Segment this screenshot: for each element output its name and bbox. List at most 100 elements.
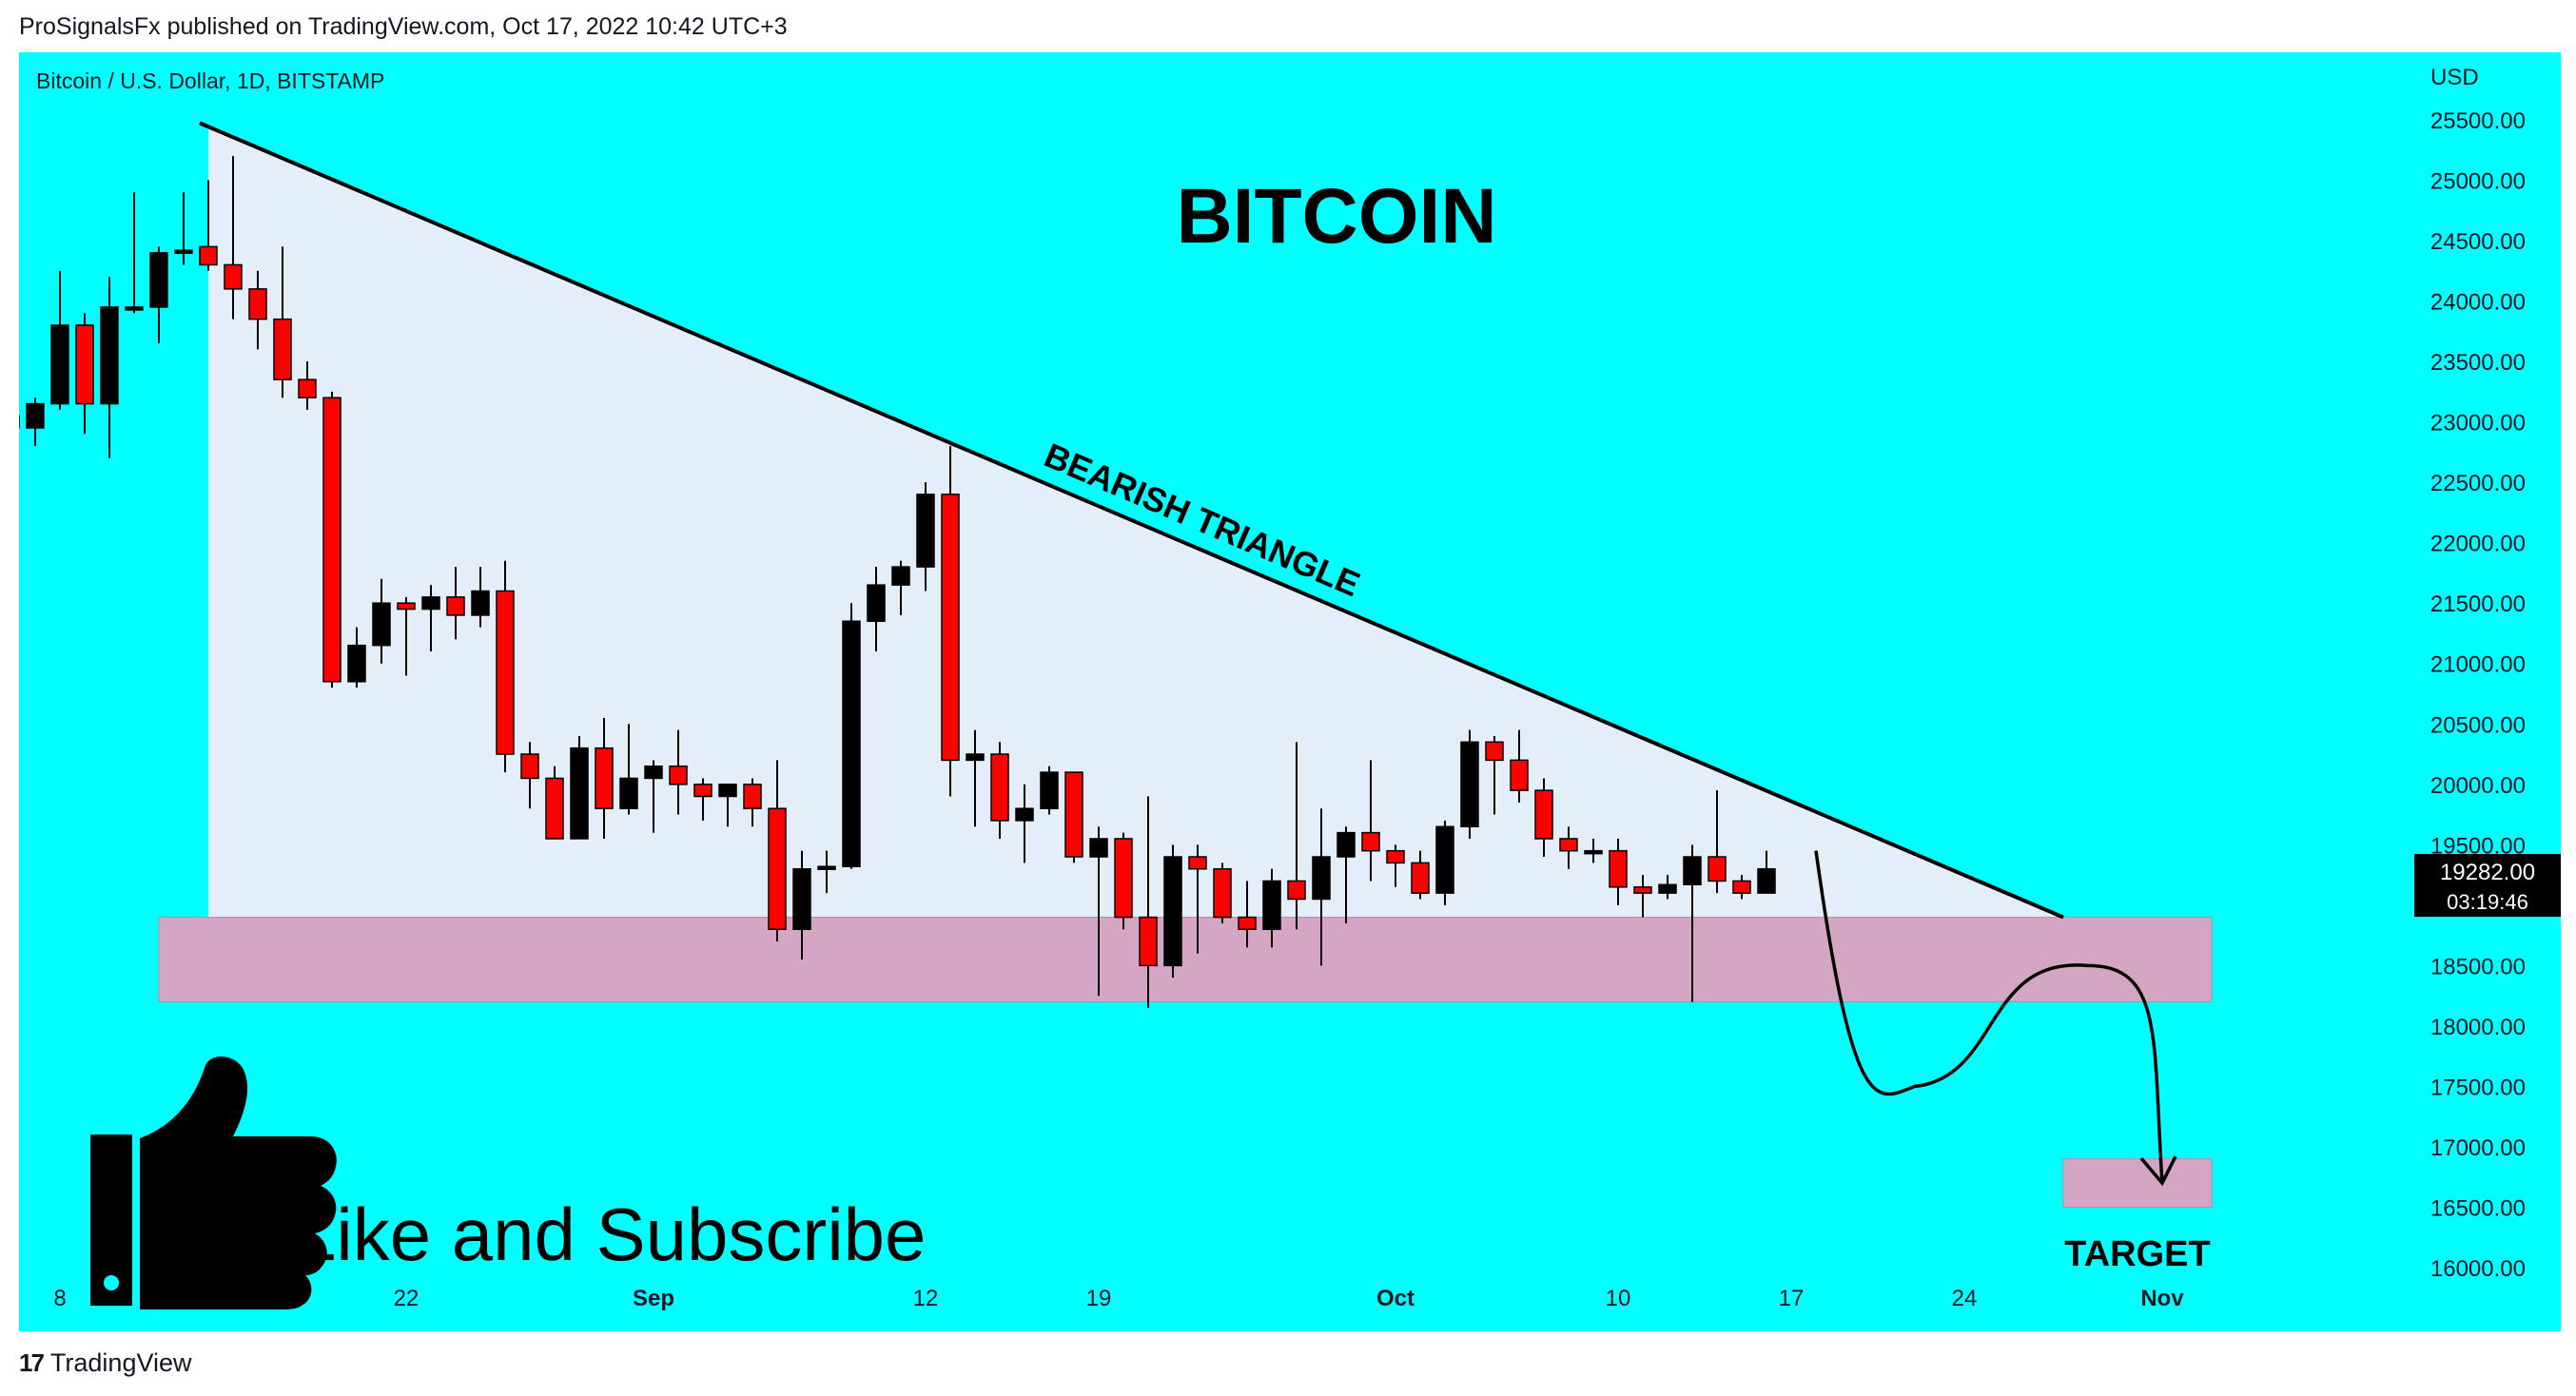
candle-body[interactable]	[693, 784, 712, 798]
candle-body[interactable]	[1139, 916, 1158, 967]
candle-body[interactable]	[842, 620, 861, 867]
candle-body[interactable]	[1708, 856, 1727, 882]
candle-body[interactable]	[1485, 741, 1504, 762]
y-axis-tick-label: 23500.00	[2430, 350, 2526, 376]
thumbs-up-icon[interactable]	[90, 1057, 337, 1309]
candle-body[interactable]	[1361, 831, 1380, 852]
candle-body[interactable]	[990, 753, 1009, 822]
candle-body[interactable]	[199, 245, 218, 266]
candle-body[interactable]	[224, 263, 243, 290]
countdown-label: 03:19:46	[2447, 890, 2528, 914]
candle-body[interactable]	[1584, 849, 1603, 855]
candle-body[interactable]	[446, 596, 465, 616]
y-axis-tick-label: 20500.00	[2430, 712, 2526, 738]
candle-body[interactable]	[125, 306, 144, 311]
y-axis-tick-label: 22000.00	[2430, 532, 2526, 557]
candle-body[interactable]	[322, 397, 342, 683]
candle-body[interactable]	[520, 753, 539, 780]
candle-body[interactable]	[1609, 849, 1628, 888]
candle-body[interactable]	[471, 590, 490, 616]
candle-body[interactable]	[817, 865, 836, 870]
candle-body[interactable]	[298, 378, 317, 398]
candle-body[interactable]	[718, 784, 737, 798]
x-axis-tick-label: Nov	[2140, 1286, 2184, 1311]
projection-path	[1814, 850, 2164, 1184]
candle-body[interactable]	[75, 324, 94, 405]
candle-body[interactable]	[1089, 838, 1108, 858]
candle-body[interactable]	[1015, 807, 1034, 822]
y-axis-tick-label: 20000.00	[2430, 773, 2526, 799]
candle-body[interactable]	[347, 644, 366, 683]
candle-body[interactable]	[1337, 831, 1356, 858]
candle-body[interactable]	[1559, 838, 1578, 852]
x-axis-tick-label: 19	[1086, 1286, 1112, 1311]
candle-body[interactable]	[966, 753, 985, 762]
candle-body[interactable]	[644, 765, 663, 780]
candle-body[interactable]	[595, 746, 614, 809]
candle-body[interactable]	[26, 402, 45, 429]
like-subscribe-text[interactable]: Like and Subscribe	[295, 1192, 926, 1276]
candle-body[interactable]	[1658, 883, 1677, 894]
candle-body[interactable]	[397, 602, 416, 611]
candle-body[interactable]	[372, 602, 391, 647]
candle-body[interactable]	[545, 777, 564, 840]
candle-body[interactable]	[1534, 789, 1553, 840]
candle-body[interactable]	[50, 324, 69, 405]
candle-body[interactable]	[1460, 741, 1479, 828]
bearish-trendline	[199, 121, 2064, 920]
thumbs-up-hand	[140, 1057, 337, 1309]
publisher-line: ProSignalsFx published on TradingView.co…	[19, 13, 788, 40]
candle-body[interactable]	[1238, 916, 1257, 931]
candle-body[interactable]	[496, 590, 515, 755]
candle-body[interactable]	[867, 584, 886, 623]
candle-body[interactable]	[149, 252, 168, 308]
candle-body[interactable]	[1312, 856, 1331, 901]
candle-body[interactable]	[174, 249, 193, 254]
candle-body[interactable]	[916, 494, 935, 568]
candle-body[interactable]	[1064, 771, 1083, 858]
candle-body[interactable]	[273, 318, 292, 380]
candle-body[interactable]	[941, 494, 960, 762]
candle-body[interactable]	[100, 306, 119, 405]
candle-body[interactable]	[1114, 838, 1133, 919]
candle-body[interactable]	[1757, 867, 1776, 894]
candle-body[interactable]	[1510, 759, 1529, 791]
candle-body[interactable]	[1188, 856, 1207, 870]
candle-body[interactable]	[1163, 856, 1182, 967]
candle-body[interactable]	[1287, 880, 1306, 901]
candle-body[interactable]	[248, 288, 267, 320]
x-axis-tick-label: Oct	[1376, 1286, 1415, 1311]
tradingview-logo[interactable]: 17 TradingView	[19, 1348, 192, 1378]
y-axis-tick-label: 17000.00	[2430, 1135, 2526, 1161]
candle-body[interactable]	[570, 746, 589, 840]
y-axis-tick-label: 17500.00	[2430, 1075, 2526, 1100]
candle-body[interactable]	[1213, 867, 1232, 919]
y-axis-tick-label: 21000.00	[2430, 652, 2526, 678]
candle-body[interactable]	[1262, 880, 1281, 931]
x-axis-tick-label: Sep	[633, 1286, 674, 1311]
candle-body[interactable]	[619, 777, 638, 809]
x-axis-tick-label: 8	[53, 1286, 66, 1311]
chart-panel[interactable]: BEARISH TRIANGLE TARGET BITCOIN Bitcoin / U…	[19, 52, 2561, 1331]
candle-body[interactable]	[768, 807, 787, 931]
candle-body[interactable]	[669, 765, 688, 785]
candle-body[interactable]	[1683, 856, 1702, 885]
candle-body[interactable]	[1040, 771, 1059, 809]
candle-body[interactable]	[1633, 886, 1652, 894]
y-axis-tick-label: 18500.00	[2430, 954, 2526, 979]
candle-body[interactable]	[792, 867, 811, 931]
thumbs-up-cuff	[90, 1134, 132, 1306]
tradingview-mark-icon: 17	[19, 1348, 45, 1377]
support-zone	[158, 917, 2213, 1002]
candle-body[interactable]	[891, 566, 910, 586]
candle-body[interactable]	[743, 784, 762, 809]
candle-body[interactable]	[421, 596, 440, 611]
x-axis-tick-label: 22	[394, 1286, 420, 1311]
candle-body[interactable]	[1435, 825, 1454, 894]
y-axis-tick-label: 24500.00	[2430, 229, 2526, 255]
candle-body[interactable]	[1386, 849, 1405, 864]
candle-body[interactable]	[1732, 880, 1751, 894]
candle-body[interactable]	[1411, 862, 1430, 894]
